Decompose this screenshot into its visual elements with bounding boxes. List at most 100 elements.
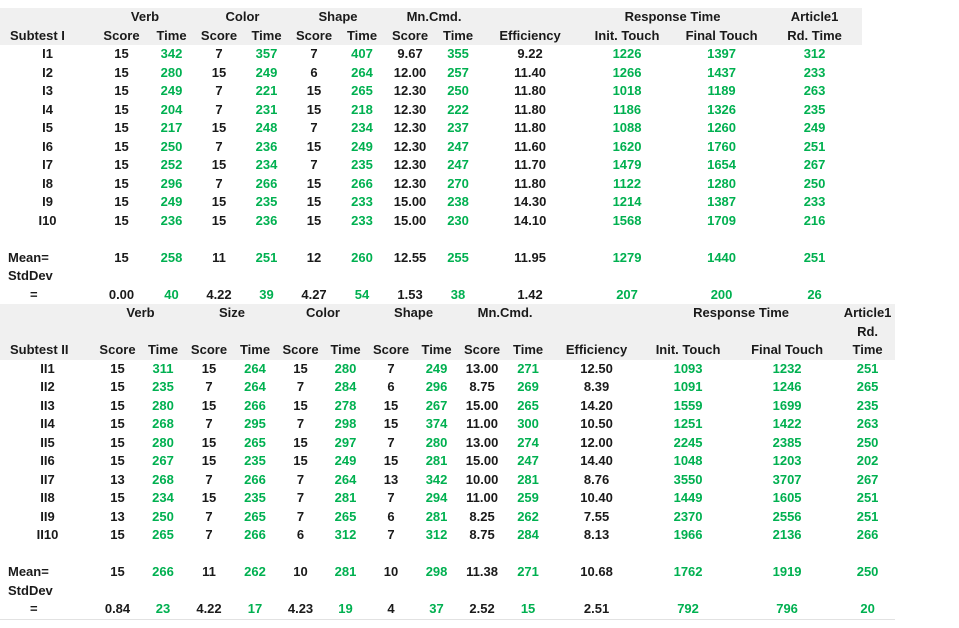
verb-score-cell[interactable]: 13 <box>110 471 125 487</box>
final-touch-cell[interactable]: 1654 <box>707 157 737 172</box>
shape-time-cell[interactable]: 267 <box>425 397 448 413</box>
shape-time-cell[interactable]: 296 <box>425 379 448 394</box>
verb-score-cell[interactable]: 15 <box>110 527 125 542</box>
rd-time-cell[interactable]: 251 <box>803 249 826 265</box>
row-label-cell[interactable]: StdDev <box>8 268 53 283</box>
efficiency-cell[interactable]: 14.40 <box>580 453 613 468</box>
verb-score-cell[interactable]: 15 <box>110 416 125 431</box>
mncmd-score-cell[interactable]: 12.55 <box>393 249 427 265</box>
rd-time-cell[interactable]: 251 <box>803 138 826 154</box>
group-header-mncmd[interactable]: Mn.Cmd. <box>386 8 483 27</box>
shape-score-cell[interactable] <box>368 545 414 564</box>
rd-time-cell[interactable]: 267 <box>803 157 826 172</box>
mncmd-score-cell[interactable]: 8.75 <box>469 379 495 394</box>
mncmd-time-cell[interactable]: 255 <box>447 249 469 265</box>
mncmd-score-cell[interactable]: 12.30 <box>393 138 427 154</box>
final-touch-cell[interactable]: 2556 <box>772 508 802 524</box>
shape-time-cell[interactable]: 298 <box>425 564 448 579</box>
final-touch-cell[interactable]: 3707 <box>772 471 802 487</box>
mncmd-score-cell[interactable]: 15.00 <box>465 453 499 468</box>
color-time-cell[interactable]: 281 <box>334 564 357 579</box>
row-label-cell[interactable]: I10 <box>38 212 57 228</box>
mncmd-time-cell[interactable]: 355 <box>447 46 469 61</box>
verb-time-header[interactable]: Time <box>140 341 186 360</box>
init-touch-cell[interactable]: 1449 <box>673 490 703 505</box>
final-touch-cell[interactable]: 2136 <box>772 527 802 542</box>
rd-time-cell[interactable] <box>840 582 895 601</box>
shape-score-header[interactable]: Score <box>368 341 415 360</box>
rd-time-cell[interactable]: 26 <box>807 286 822 302</box>
size-time-cell[interactable] <box>232 545 278 564</box>
final-touch-header[interactable]: Final Touch <box>676 26 768 45</box>
color-time-cell[interactable]: 235 <box>255 194 278 209</box>
rd-header[interactable]: Rd. <box>840 322 896 341</box>
rd-time-cell[interactable] <box>767 230 862 249</box>
verb-score-cell[interactable]: 15 <box>110 453 125 468</box>
color-score-cell[interactable]: 15 <box>211 212 227 228</box>
empty-cell[interactable] <box>551 304 643 323</box>
color-time-cell[interactable]: 19 <box>323 600 369 620</box>
shape-score-cell[interactable]: 15 <box>306 175 322 191</box>
row-label-cell[interactable]: I2 <box>42 64 53 80</box>
final-touch-cell[interactable] <box>676 267 767 286</box>
size-score-cell[interactable]: 7 <box>205 527 213 542</box>
verb-score-cell[interactable]: 15 <box>110 490 125 505</box>
shape-time-cell[interactable] <box>338 230 386 249</box>
final-touch-cell[interactable] <box>734 545 840 564</box>
mncmd-time-cell[interactable] <box>434 230 482 249</box>
shape-time-cell[interactable]: 218 <box>351 101 373 117</box>
shape-score-cell[interactable]: 15 <box>306 212 322 228</box>
final-touch-cell[interactable]: 1440 <box>707 249 737 265</box>
rd-time-cell[interactable]: 267 <box>856 471 879 487</box>
final-touch-cell[interactable]: 1203 <box>772 453 802 468</box>
row-label-cell[interactable]: = <box>0 600 95 620</box>
row-label-cell[interactable]: I9 <box>42 194 53 209</box>
verb-time-cell[interactable]: 234 <box>152 490 174 505</box>
color-time-cell[interactable]: 264 <box>334 471 357 487</box>
size-time-cell[interactable] <box>232 582 278 601</box>
mncmd-score-cell[interactable]: 8.25 <box>469 508 495 524</box>
size-time-cell[interactable]: 264 <box>244 360 266 376</box>
verb-score-cell[interactable]: 15 <box>110 379 125 394</box>
shape-time-cell[interactable] <box>338 267 386 286</box>
mncmd-time-cell[interactable]: 300 <box>517 416 539 431</box>
color-score-cell[interactable]: 15 <box>211 120 227 135</box>
color-score-cell[interactable]: 15 <box>211 64 227 80</box>
verb-score-cell[interactable]: 15 <box>114 157 129 172</box>
mncmd-score-cell[interactable] <box>386 267 434 286</box>
mncmd-score-cell[interactable]: 8.75 <box>469 527 495 542</box>
color-time-cell[interactable] <box>323 582 368 601</box>
color-time-header[interactable]: Time <box>323 341 369 360</box>
row-label-cell[interactable]: I5 <box>42 120 53 135</box>
mncmd-score-cell[interactable] <box>459 582 505 601</box>
verb-score-cell[interactable]: 15 <box>114 175 129 191</box>
size-time-header[interactable]: Time <box>232 341 279 360</box>
mncmd-time-cell[interactable]: 237 <box>447 120 469 135</box>
row-label-cell[interactable]: II4 <box>40 416 55 431</box>
shape-time-cell[interactable]: 281 <box>425 453 448 468</box>
shape-time-cell[interactable]: 233 <box>351 212 373 228</box>
shape-time-cell[interactable]: 294 <box>425 490 448 505</box>
shape-time-cell[interactable]: 233 <box>351 194 373 209</box>
rd-time-cell[interactable]: 251 <box>856 360 879 376</box>
verb-time-cell[interactable] <box>148 267 195 286</box>
shape-time-cell[interactable]: 374 <box>425 416 448 431</box>
init-touch-cell[interactable]: 3550 <box>673 471 703 487</box>
empty-cell[interactable] <box>0 322 841 341</box>
init-touch-cell[interactable]: 1620 <box>612 138 642 154</box>
init-touch-header[interactable]: Init. Touch <box>578 26 677 45</box>
rd-time-header[interactable]: Time <box>840 341 896 360</box>
final-touch-cell[interactable] <box>734 582 840 601</box>
size-score-cell[interactable]: 15 <box>201 360 217 376</box>
mncmd-score-cell[interactable]: 12.30 <box>393 83 427 98</box>
size-score-cell[interactable] <box>186 582 232 601</box>
group-header-article1[interactable]: Article1 <box>767 8 863 27</box>
mncmd-time-cell[interactable]: 15 <box>505 600 552 620</box>
row-label-cell[interactable]: II3 <box>40 397 55 413</box>
efficiency-cell[interactable] <box>482 230 578 249</box>
mncmd-time-cell[interactable]: 247 <box>447 157 469 172</box>
shape-time-cell[interactable]: 342 <box>425 471 448 487</box>
final-touch-cell[interactable]: 1422 <box>772 416 802 431</box>
shape-score-header[interactable]: Score <box>290 26 339 45</box>
rd-time-cell[interactable] <box>840 545 895 564</box>
